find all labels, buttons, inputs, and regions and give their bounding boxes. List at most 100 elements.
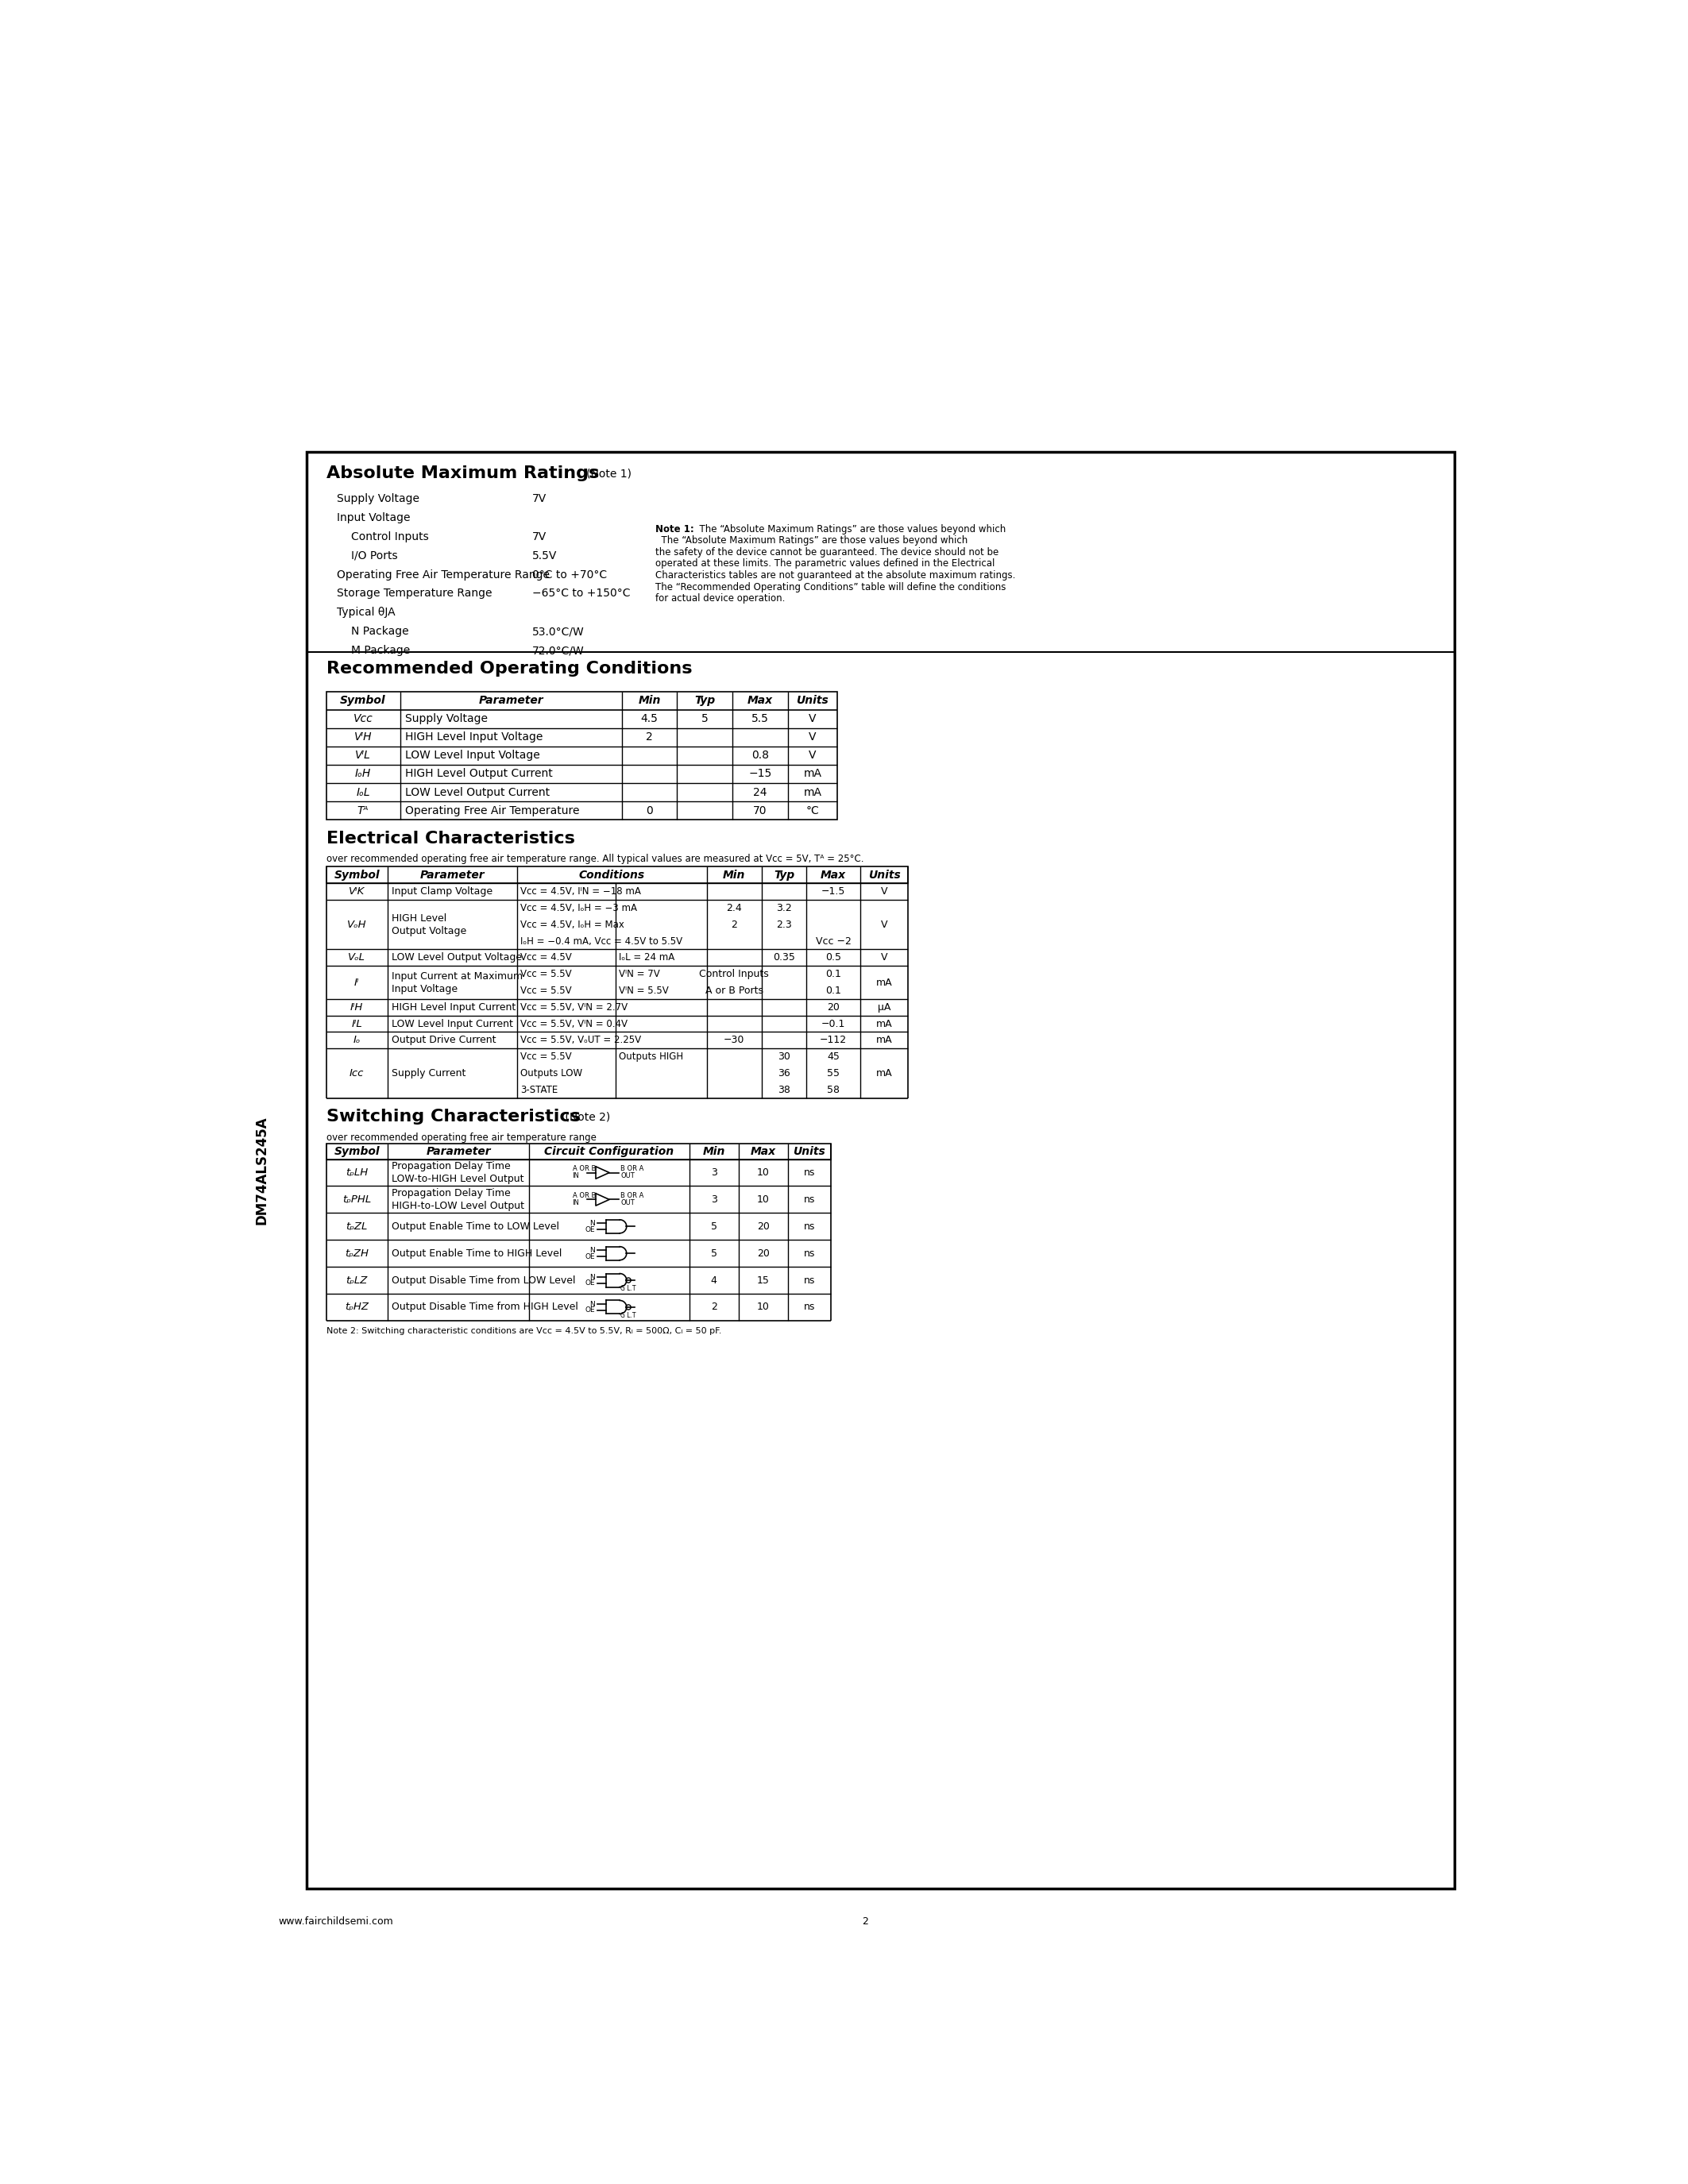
- Text: Vᴄᴄ = 5.5V, VᴵN = 2.7V: Vᴄᴄ = 5.5V, VᴵN = 2.7V: [520, 1002, 628, 1013]
- Text: G L.T: G L.T: [619, 1284, 635, 1293]
- Text: 3: 3: [711, 1168, 717, 1177]
- Text: Typ: Typ: [694, 695, 716, 705]
- Text: (Note 2): (Note 2): [562, 1112, 609, 1123]
- Text: Vᴄᴄ = 4.5V: Vᴄᴄ = 4.5V: [520, 952, 572, 963]
- Text: mA: mA: [803, 769, 822, 780]
- Bar: [326, 1142, 830, 1160]
- Text: Vᴄᴄ = 5.5V: Vᴄᴄ = 5.5V: [520, 970, 571, 978]
- Text: Min: Min: [722, 869, 746, 880]
- Text: VᴵL: VᴵL: [354, 749, 371, 762]
- Text: OUT: OUT: [621, 1199, 635, 1206]
- Text: VᴵN = 5.5V: VᴵN = 5.5V: [618, 985, 668, 996]
- Text: for actual device operation.: for actual device operation.: [655, 594, 785, 603]
- Text: The “Absolute Maximum Ratings” are those values beyond which: The “Absolute Maximum Ratings” are those…: [655, 535, 967, 546]
- Text: Propagation Delay Time
LOW-to-HIGH Level Output: Propagation Delay Time LOW-to-HIGH Level…: [392, 1162, 523, 1184]
- Text: LOW Level Input Current: LOW Level Input Current: [392, 1018, 513, 1029]
- Text: N: N: [589, 1221, 596, 1227]
- Text: OE: OE: [586, 1225, 596, 1234]
- Text: V: V: [881, 952, 888, 963]
- Bar: [307, 452, 1455, 1889]
- Text: Max: Max: [751, 1147, 776, 1158]
- Text: Max: Max: [820, 869, 846, 880]
- Text: Max: Max: [748, 695, 773, 705]
- Text: A OR B: A OR B: [572, 1192, 596, 1199]
- Text: 30: 30: [778, 1051, 790, 1061]
- Text: 0.5: 0.5: [825, 952, 841, 963]
- Text: 0°C to +70°C: 0°C to +70°C: [532, 570, 608, 581]
- Text: ns: ns: [803, 1249, 815, 1258]
- Text: 38: 38: [778, 1085, 790, 1094]
- Bar: [326, 867, 908, 882]
- Text: VᴵH: VᴵH: [354, 732, 371, 743]
- Text: G L.T: G L.T: [619, 1313, 635, 1319]
- Text: V: V: [809, 714, 817, 725]
- Text: Supply Voltage: Supply Voltage: [405, 714, 488, 725]
- Text: Input Voltage: Input Voltage: [338, 513, 410, 524]
- Text: HIGH Level Input Current: HIGH Level Input Current: [392, 1002, 515, 1013]
- Text: tₚPHL: tₚPHL: [343, 1195, 371, 1206]
- Text: Parameter: Parameter: [478, 695, 544, 705]
- Text: 4: 4: [711, 1275, 717, 1286]
- Text: Vᴄᴄ = 4.5V, IᴵN = −18 mA: Vᴄᴄ = 4.5V, IᴵN = −18 mA: [520, 887, 641, 898]
- Text: 2: 2: [711, 1302, 717, 1313]
- Text: the safety of the device cannot be guaranteed. The device should not be: the safety of the device cannot be guara…: [655, 546, 999, 557]
- Text: 5: 5: [711, 1221, 717, 1232]
- Text: Recommended Operating Conditions: Recommended Operating Conditions: [326, 662, 692, 677]
- Text: mA: mA: [876, 1018, 893, 1029]
- Text: mA: mA: [876, 1035, 893, 1046]
- Text: Vᴄᴄ = 4.5V, IₒH = −3 mA: Vᴄᴄ = 4.5V, IₒH = −3 mA: [520, 902, 636, 913]
- Text: 20: 20: [756, 1221, 770, 1232]
- Text: Min: Min: [702, 1147, 726, 1158]
- Text: °C: °C: [805, 806, 819, 817]
- Text: Units: Units: [797, 695, 829, 705]
- Text: 55: 55: [827, 1068, 839, 1079]
- Text: Iᴄᴄ: Iᴄᴄ: [349, 1068, 365, 1079]
- Text: IₒL = 24 mA: IₒL = 24 mA: [618, 952, 674, 963]
- Text: 24: 24: [753, 786, 766, 797]
- Text: −1.5: −1.5: [822, 887, 846, 898]
- Text: 0.35: 0.35: [773, 952, 795, 963]
- Text: The “Recommended Operating Conditions” table will define the conditions: The “Recommended Operating Conditions” t…: [655, 581, 1006, 592]
- Text: ns: ns: [803, 1302, 815, 1313]
- Text: VₒL: VₒL: [348, 952, 366, 963]
- Text: Output Drive Current: Output Drive Current: [392, 1035, 496, 1046]
- Text: HIGH Level
Output Voltage: HIGH Level Output Voltage: [392, 913, 466, 937]
- Text: LOW Level Output Voltage: LOW Level Output Voltage: [392, 952, 522, 963]
- Text: −65°C to +150°C: −65°C to +150°C: [532, 587, 630, 598]
- Text: 2: 2: [647, 732, 653, 743]
- Text: 7V: 7V: [532, 494, 547, 505]
- Text: over recommended operating free air temperature range: over recommended operating free air temp…: [326, 1131, 596, 1142]
- Text: Input Current at Maximum
Input Voltage: Input Current at Maximum Input Voltage: [392, 972, 523, 994]
- Text: IN: IN: [572, 1173, 579, 1179]
- Text: Iₒ: Iₒ: [353, 1035, 361, 1046]
- Text: 7V: 7V: [532, 531, 547, 542]
- Text: IₒH = −0.4 mA, Vᴄᴄ = 4.5V to 5.5V: IₒH = −0.4 mA, Vᴄᴄ = 4.5V to 5.5V: [520, 937, 682, 946]
- Text: 58: 58: [827, 1085, 839, 1094]
- Text: I/O Ports: I/O Ports: [351, 550, 397, 561]
- Text: Symbol: Symbol: [334, 1147, 380, 1158]
- Text: 2.4: 2.4: [726, 902, 743, 913]
- Text: IᴵH: IᴵH: [351, 1002, 363, 1013]
- Text: 10: 10: [756, 1195, 770, 1206]
- Text: Symbol: Symbol: [341, 695, 387, 705]
- Text: IᴵL: IᴵL: [351, 1018, 363, 1029]
- Text: 53.0°C/W: 53.0°C/W: [532, 627, 584, 638]
- Text: 20: 20: [756, 1249, 770, 1258]
- Text: Circuit Configuration: Circuit Configuration: [545, 1147, 674, 1158]
- Text: Output Enable Time to HIGH Level: Output Enable Time to HIGH Level: [392, 1249, 562, 1258]
- Text: 0: 0: [647, 806, 653, 817]
- Text: Parameter: Parameter: [420, 869, 484, 880]
- Text: 3: 3: [711, 1195, 717, 1206]
- Text: N: N: [589, 1299, 596, 1308]
- Text: Vᴄᴄ −2: Vᴄᴄ −2: [815, 937, 851, 946]
- Text: M Package: M Package: [351, 644, 410, 655]
- Text: 72.0°C/W: 72.0°C/W: [532, 644, 584, 655]
- Text: VₒH: VₒH: [348, 919, 366, 930]
- Text: Characteristics tables are not guaranteed at the absolute maximum ratings.: Characteristics tables are not guarantee…: [655, 570, 1016, 581]
- Text: Vᴄᴄ = 5.5V: Vᴄᴄ = 5.5V: [520, 1051, 571, 1061]
- Text: tₚZL: tₚZL: [346, 1221, 368, 1232]
- Text: 2: 2: [731, 919, 738, 930]
- Text: 2.3: 2.3: [776, 919, 792, 930]
- Text: −30: −30: [724, 1035, 744, 1046]
- Text: B OR A: B OR A: [621, 1166, 643, 1173]
